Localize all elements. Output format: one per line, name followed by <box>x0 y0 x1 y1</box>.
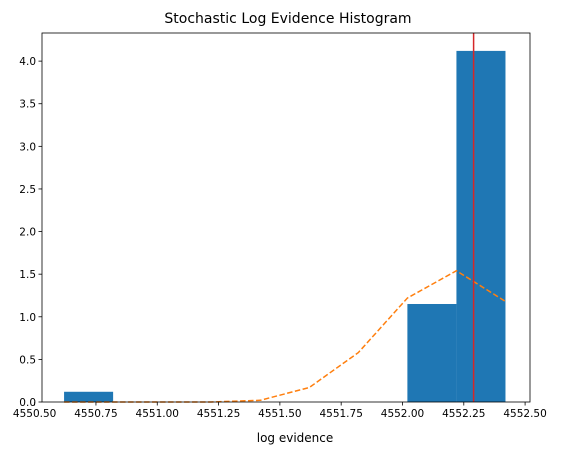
y-tick-label: 3.5 <box>19 99 36 111</box>
axes-frame <box>41 32 531 403</box>
histogram-bar-1 <box>407 303 457 402</box>
x-tick-label: 4551.00 <box>136 408 179 420</box>
y-tick-label: 3.0 <box>19 141 36 153</box>
x-tick-label: 4551.75 <box>319 408 362 420</box>
y-tick-label: 2.0 <box>19 227 36 239</box>
y-tick-label: 1.0 <box>19 312 36 324</box>
x-tick-label: 4550.75 <box>74 408 117 420</box>
y-tick-label: 0.0 <box>19 397 36 409</box>
x-tick-label: 4551.50 <box>258 408 301 420</box>
x-axis-label: log evidence <box>257 431 334 445</box>
histogram-bar-0 <box>64 391 114 402</box>
x-tick-label: 4552.00 <box>381 408 424 420</box>
x-tick-label: 4550.50 <box>13 408 56 420</box>
x-tick-label: 4552.25 <box>442 408 485 420</box>
y-tick-label: 0.5 <box>19 354 36 366</box>
x-tick-label: 4551.25 <box>197 408 240 420</box>
plot-area: 4550.50 4550.75 4551.00 4551.25 4551.50 4551.… <box>13 32 547 420</box>
y-tick-label: 2.5 <box>19 184 36 196</box>
y-tick-label: 4.0 <box>19 56 36 68</box>
chart-title: Stochastic Log Evidence Histogram <box>164 11 411 27</box>
y-tick-label: 1.5 <box>19 269 36 281</box>
x-tick-label: 4552.50 <box>503 408 546 420</box>
histogram-bar-2 <box>456 50 506 403</box>
